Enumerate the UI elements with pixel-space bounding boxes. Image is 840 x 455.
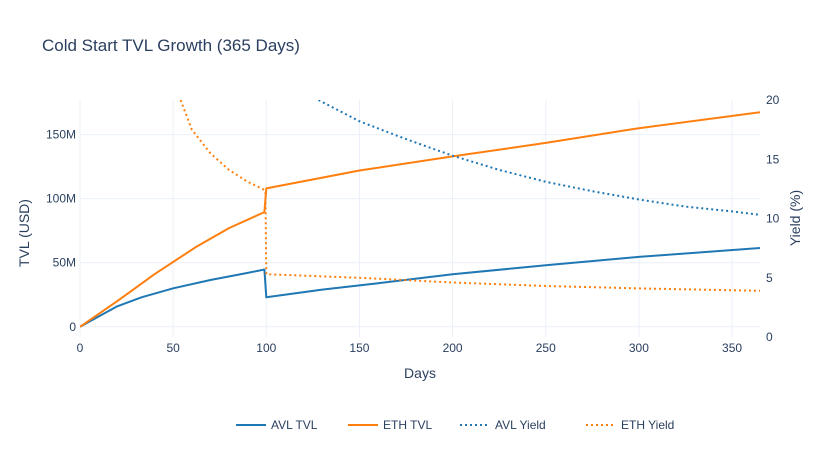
chart-title: Cold Start TVL Growth (365 Days) [42, 36, 300, 55]
x-tick-label: 0 [77, 341, 84, 355]
avl-tvl-line [80, 247, 760, 328]
series-lines [80, 100, 760, 328]
axes: 0 50 100 150 200 250 300 350 0 50M 100M 150M 0 5 10 15 2… [46, 93, 780, 355]
eth-yield-line [179, 100, 760, 292]
y2-tick-label: 0 [766, 330, 773, 344]
x-tick-label: 300 [629, 341, 649, 355]
x-tick-label: 250 [536, 341, 556, 355]
y-tick-label: 0 [69, 320, 76, 334]
y2-tick-label: 20 [766, 93, 780, 107]
y-tick-label: 100M [46, 192, 76, 206]
y2-tick-label: 15 [766, 152, 780, 166]
x-tick-label: 150 [349, 341, 369, 355]
y-axis-title: TVL (USD) [16, 199, 32, 267]
x-axis-title: Days [404, 365, 436, 381]
x-tick-label: 50 [166, 341, 180, 355]
gridlines [79, 100, 760, 337]
y-tick-label: 150M [46, 128, 76, 142]
legend-label: ETH TVL [383, 418, 432, 432]
legend-item-avl-tvl: AVL TVL [236, 418, 318, 432]
x-tick-label: 200 [443, 341, 463, 355]
y2-tick-label: 5 [766, 271, 773, 285]
y-tick-label: 50M [53, 256, 76, 270]
legend-label: AVL TVL [271, 418, 318, 432]
y2-axis-title: Yield (%) [787, 190, 803, 246]
x-tick-label: 350 [722, 341, 742, 355]
eth-tvl-line [80, 111, 760, 328]
x-tick-label: 100 [256, 341, 276, 355]
legend: AVL TVL ETH TVL AVL Yield ETH Yield [236, 418, 674, 432]
legend-label: AVL Yield [495, 418, 546, 432]
y2-tick-label: 10 [766, 212, 780, 226]
legend-item-eth-tvl: ETH TVL [348, 418, 432, 432]
legend-label: ETH Yield [621, 418, 674, 432]
legend-item-avl-yield: AVL Yield [460, 418, 546, 432]
axis-labels: Days TVL (USD) Yield (%) [16, 190, 803, 381]
avl-yield-line [318, 100, 760, 216]
legend-item-eth-yield: ETH Yield [586, 418, 674, 432]
